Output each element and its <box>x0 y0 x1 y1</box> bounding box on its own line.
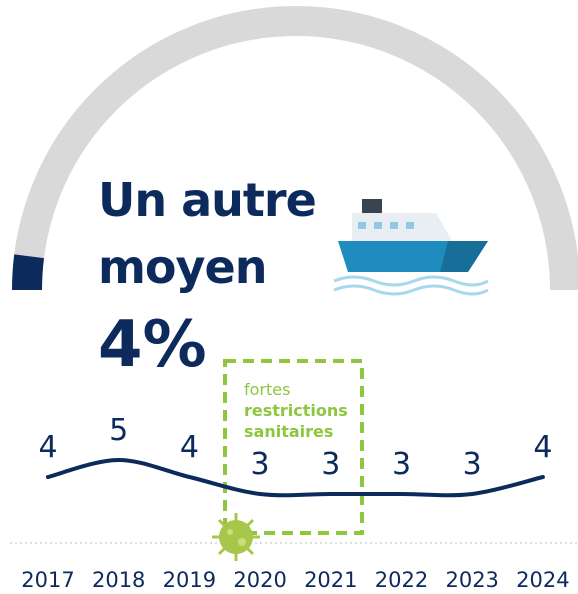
gauge-fill <box>12 254 45 291</box>
gauge-title: moyen <box>98 240 266 294</box>
x-tick-label: 2023 <box>445 568 498 592</box>
x-tick-label: 2018 <box>92 568 145 592</box>
gauge-value: 4% <box>98 308 207 382</box>
value-label: 5 <box>109 413 128 448</box>
x-tick-label: 2021 <box>304 568 357 592</box>
value-label: 4 <box>38 430 57 465</box>
x-tick-label: 2019 <box>163 568 216 592</box>
value-label: 3 <box>463 447 482 482</box>
x-tick-label: 2020 <box>233 568 286 592</box>
x-tick-label: 2017 <box>21 568 74 592</box>
line <box>46 457 545 498</box>
value-label: 3 <box>321 447 340 482</box>
gauge-track <box>12 6 578 291</box>
gauge-title: Un autre <box>98 173 316 227</box>
annotation-text: restrictions <box>244 401 348 420</box>
value-label: 3 <box>392 447 411 482</box>
ship-icon <box>333 199 489 296</box>
virus-icon <box>212 513 260 561</box>
x-tick-label: 2024 <box>516 568 569 592</box>
annotation-text: sanitaires <box>244 422 333 441</box>
annotation-box <box>223 359 364 535</box>
value-label: 4 <box>533 430 552 465</box>
x-tick-label: 2022 <box>375 568 428 592</box>
value-label: 3 <box>251 447 270 482</box>
annotation-text: fortes <box>244 380 290 399</box>
value-label: 4 <box>180 430 199 465</box>
